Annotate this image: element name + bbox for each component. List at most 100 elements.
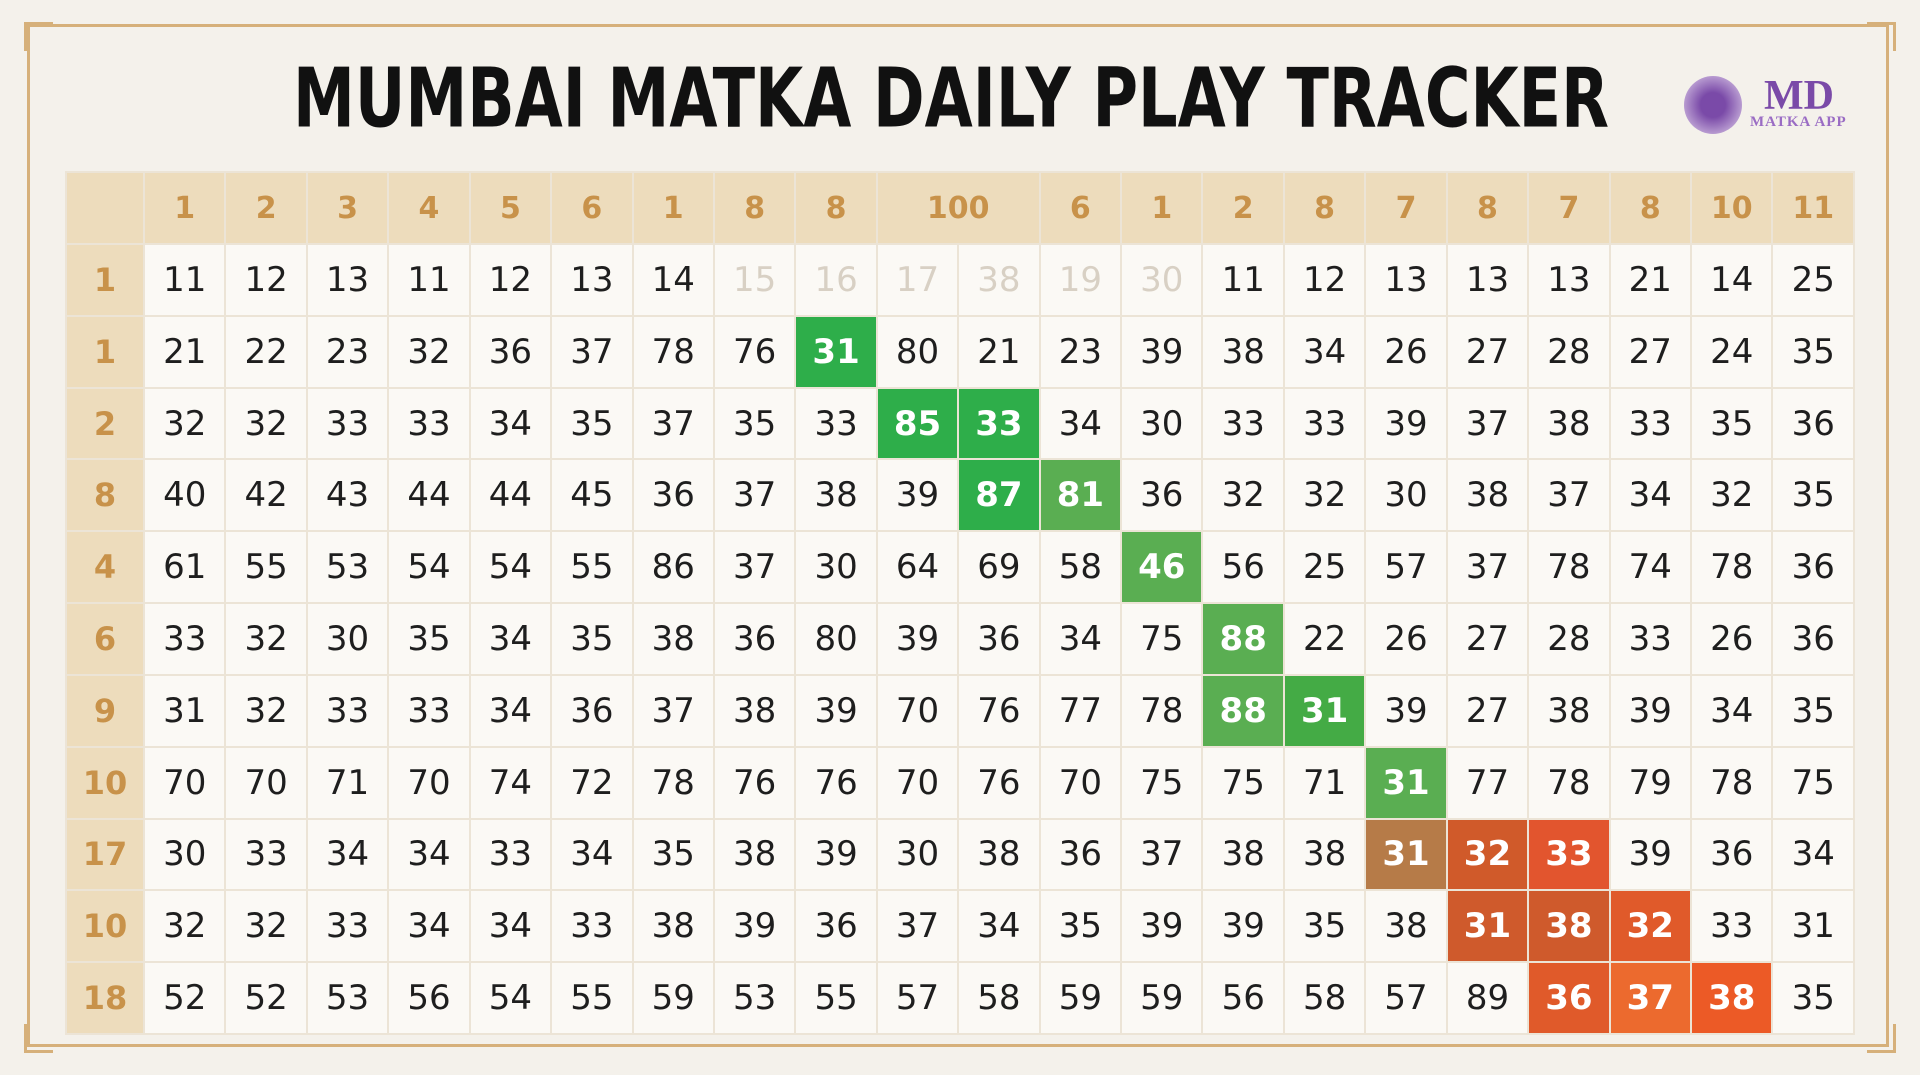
table-cell: 70 <box>387 745 471 820</box>
table-row: 8 40 42 43 44 44 45 36 37 38 39 87 81 36 32 32 30 38 37 34 3… <box>65 458 1855 533</box>
table-cell: 35 <box>1690 386 1774 461</box>
table-cell: 12 <box>468 243 553 317</box>
logo-name: MD <box>1764 73 1834 119</box>
table-cell: 37 <box>1445 530 1530 605</box>
table-cell: 35 <box>550 602 634 676</box>
table-cell: 33 <box>1282 386 1367 461</box>
table-cell: 88 <box>1201 602 1285 676</box>
table-cell: 71 <box>305 745 390 820</box>
table-cell: 57 <box>1364 961 1448 1035</box>
column-header: 6 <box>1038 171 1123 245</box>
table-cell: 32 <box>1608 889 1693 964</box>
table-cell: 78 <box>631 745 715 820</box>
table-cell: 89 <box>1445 961 1530 1035</box>
table-cell: 53 <box>305 961 390 1035</box>
table-cell: 27 <box>1445 314 1530 389</box>
column-header: 4 <box>387 171 471 245</box>
table-cell: 72 <box>550 745 634 820</box>
table-cell: 39 <box>1120 889 1204 964</box>
column-header: 1 <box>1120 171 1204 245</box>
table-cell: 44 <box>387 458 471 533</box>
table-cell: 33 <box>387 386 471 461</box>
table-cell: 27 <box>1445 673 1530 748</box>
table-cell: 33 <box>550 889 634 964</box>
table-cell: 38 <box>1690 961 1774 1035</box>
column-header: 2 <box>224 171 308 245</box>
table-cell: 87 <box>957 458 1041 533</box>
table-row: 1 21 22 23 32 36 37 78 76 31 80 21 23 39 38 34 26 27 28 27 2… <box>65 314 1855 389</box>
table-cell: 70 <box>224 745 308 820</box>
table-cell: 23 <box>1038 314 1123 389</box>
column-header: 6 <box>550 171 634 245</box>
table-cell: 76 <box>957 745 1041 820</box>
table-cell: 36 <box>1771 530 1855 605</box>
table-cell: 38 <box>712 673 797 748</box>
table-cell: 12 <box>1282 243 1367 317</box>
table-cell: 34 <box>387 817 471 892</box>
table-cell: 36 <box>957 602 1041 676</box>
table-cell: 33 <box>957 386 1041 461</box>
table-row: 2 32 32 33 33 34 35 37 35 33 85 33 34 30 33 33 39 37 38 33 3… <box>65 386 1855 461</box>
table-cell: 35 <box>1771 673 1855 748</box>
column-header: 8 <box>1445 171 1530 245</box>
table-cell: 16 <box>794 243 878 317</box>
frame <box>27 24 1889 1047</box>
table-cell: 33 <box>468 817 553 892</box>
tracker-table: 1 2 3 4 5 6 1 8 8 100 6 1 2 8 7 8 7 8 10 11 1 11 12 13 11 12 13 14 1… <box>65 171 1855 1035</box>
column-header: 1 <box>142 171 227 245</box>
table-row: 10 32 32 33 34 34 33 38 39 36 37 34 35 39 39 35 38 31 38 32… <box>65 889 1855 964</box>
table-cell: 80 <box>875 314 960 389</box>
table-cell: 17 <box>875 243 960 317</box>
table-cell: 64 <box>875 530 960 605</box>
table-cell: 21 <box>1608 243 1693 317</box>
table-cell: 36 <box>468 314 553 389</box>
table-cell: 30 <box>1120 243 1204 317</box>
table-cell: 33 <box>305 673 390 748</box>
table-cell: 70 <box>875 673 960 748</box>
table-cell: 33 <box>305 386 390 461</box>
table-cell: 78 <box>1527 530 1611 605</box>
table-cell: 75 <box>1201 745 1285 820</box>
table-cell: 33 <box>305 889 390 964</box>
column-header: 8 <box>1282 171 1367 245</box>
column-header: 2 <box>1201 171 1285 245</box>
table-cell: 45 <box>550 458 634 533</box>
table-cell: 36 <box>794 889 878 964</box>
table-cell: 33 <box>142 602 227 676</box>
table-cell: 44 <box>468 458 553 533</box>
table-row: 18 52 52 53 56 54 55 59 53 55 57 58 59 59 56 58 57 89 36 37… <box>65 961 1855 1035</box>
table-cell: 30 <box>1364 458 1448 533</box>
table-cell: 81 <box>1038 458 1123 533</box>
table-cell: 78 <box>1690 745 1774 820</box>
table-cell: 33 <box>794 386 878 461</box>
table-cell: 34 <box>1771 817 1855 892</box>
table-cell: 38 <box>1201 314 1285 389</box>
table-cell: 77 <box>1038 673 1123 748</box>
table-row: 9 31 32 33 33 34 36 37 38 39 70 76 77 78 88 31 39 27 38 39 3… <box>65 673 1855 748</box>
table-cell: 35 <box>712 386 797 461</box>
table-cell: 59 <box>631 961 715 1035</box>
table-cell: 56 <box>1201 530 1285 605</box>
table-cell: 38 <box>957 817 1041 892</box>
table-cell: 39 <box>1201 889 1285 964</box>
table-cell: 54 <box>468 961 553 1035</box>
table-cell: 56 <box>1201 961 1285 1035</box>
table-cell: 88 <box>1201 673 1285 748</box>
table-cell: 32 <box>224 889 308 964</box>
table-cell: 37 <box>712 530 797 605</box>
table-cell: 22 <box>1282 602 1367 676</box>
table-cell: 69 <box>957 530 1041 605</box>
table-cell: 39 <box>1120 314 1204 389</box>
table-cell: 70 <box>142 745 227 820</box>
table-cell: 32 <box>1690 458 1774 533</box>
table-cell: 74 <box>1608 530 1693 605</box>
table-cell: 23 <box>305 314 390 389</box>
table-cell: 38 <box>1282 817 1367 892</box>
table-cell: 19 <box>1038 243 1123 317</box>
corner-cell <box>65 171 145 245</box>
table-cell: 56 <box>387 961 471 1035</box>
table-cell: 38 <box>631 602 715 676</box>
title-area: MUMBAI MATKA DAILY PLAY TRACKER <box>293 51 1609 146</box>
table-cell: 33 <box>1690 889 1774 964</box>
